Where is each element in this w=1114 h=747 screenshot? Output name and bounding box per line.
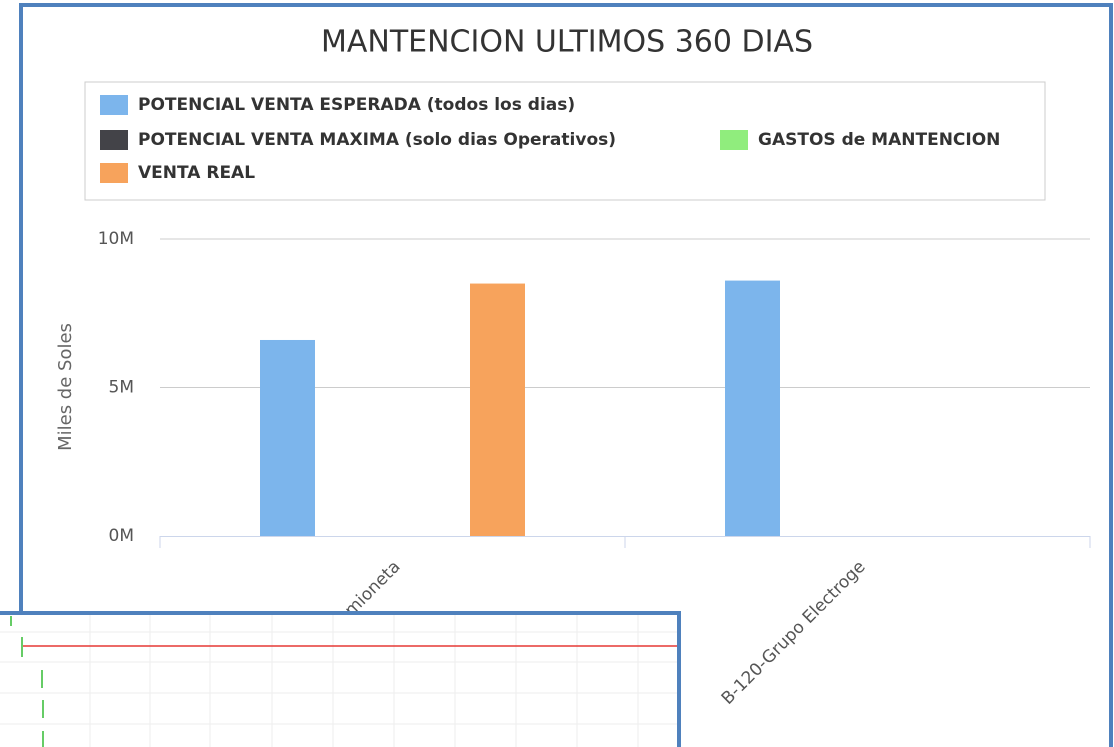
overlay-grid <box>0 615 677 747</box>
legend-label: POTENCIAL VENTA ESPERADA (todos los dias… <box>138 95 575 115</box>
y-tick-label: 10M <box>98 229 134 249</box>
legend-label: POTENCIAL VENTA MAXIMA (solo dias Operat… <box>138 130 616 150</box>
bar <box>470 283 525 536</box>
legend-swatch <box>100 163 128 183</box>
legend-swatch <box>100 130 128 150</box>
y-tick-label: 0M <box>109 526 134 546</box>
overlay-frame <box>0 611 681 747</box>
y-axis-title: Miles de Soles <box>55 323 76 451</box>
overlay-panel <box>0 611 681 747</box>
legend-swatch <box>720 130 748 150</box>
legend-swatch <box>100 95 128 115</box>
legend-label: GASTOS de MANTENCION <box>758 130 1000 150</box>
overlay-marks <box>10 616 44 747</box>
bar <box>260 339 315 536</box>
legend-box <box>84 81 1046 201</box>
chart-title: MANTENCION ULTIMOS 360 DIAS <box>321 25 813 60</box>
bar <box>725 280 780 536</box>
legend-label: VENTA REAL <box>138 163 255 183</box>
y-tick-label: 5M <box>109 378 134 398</box>
